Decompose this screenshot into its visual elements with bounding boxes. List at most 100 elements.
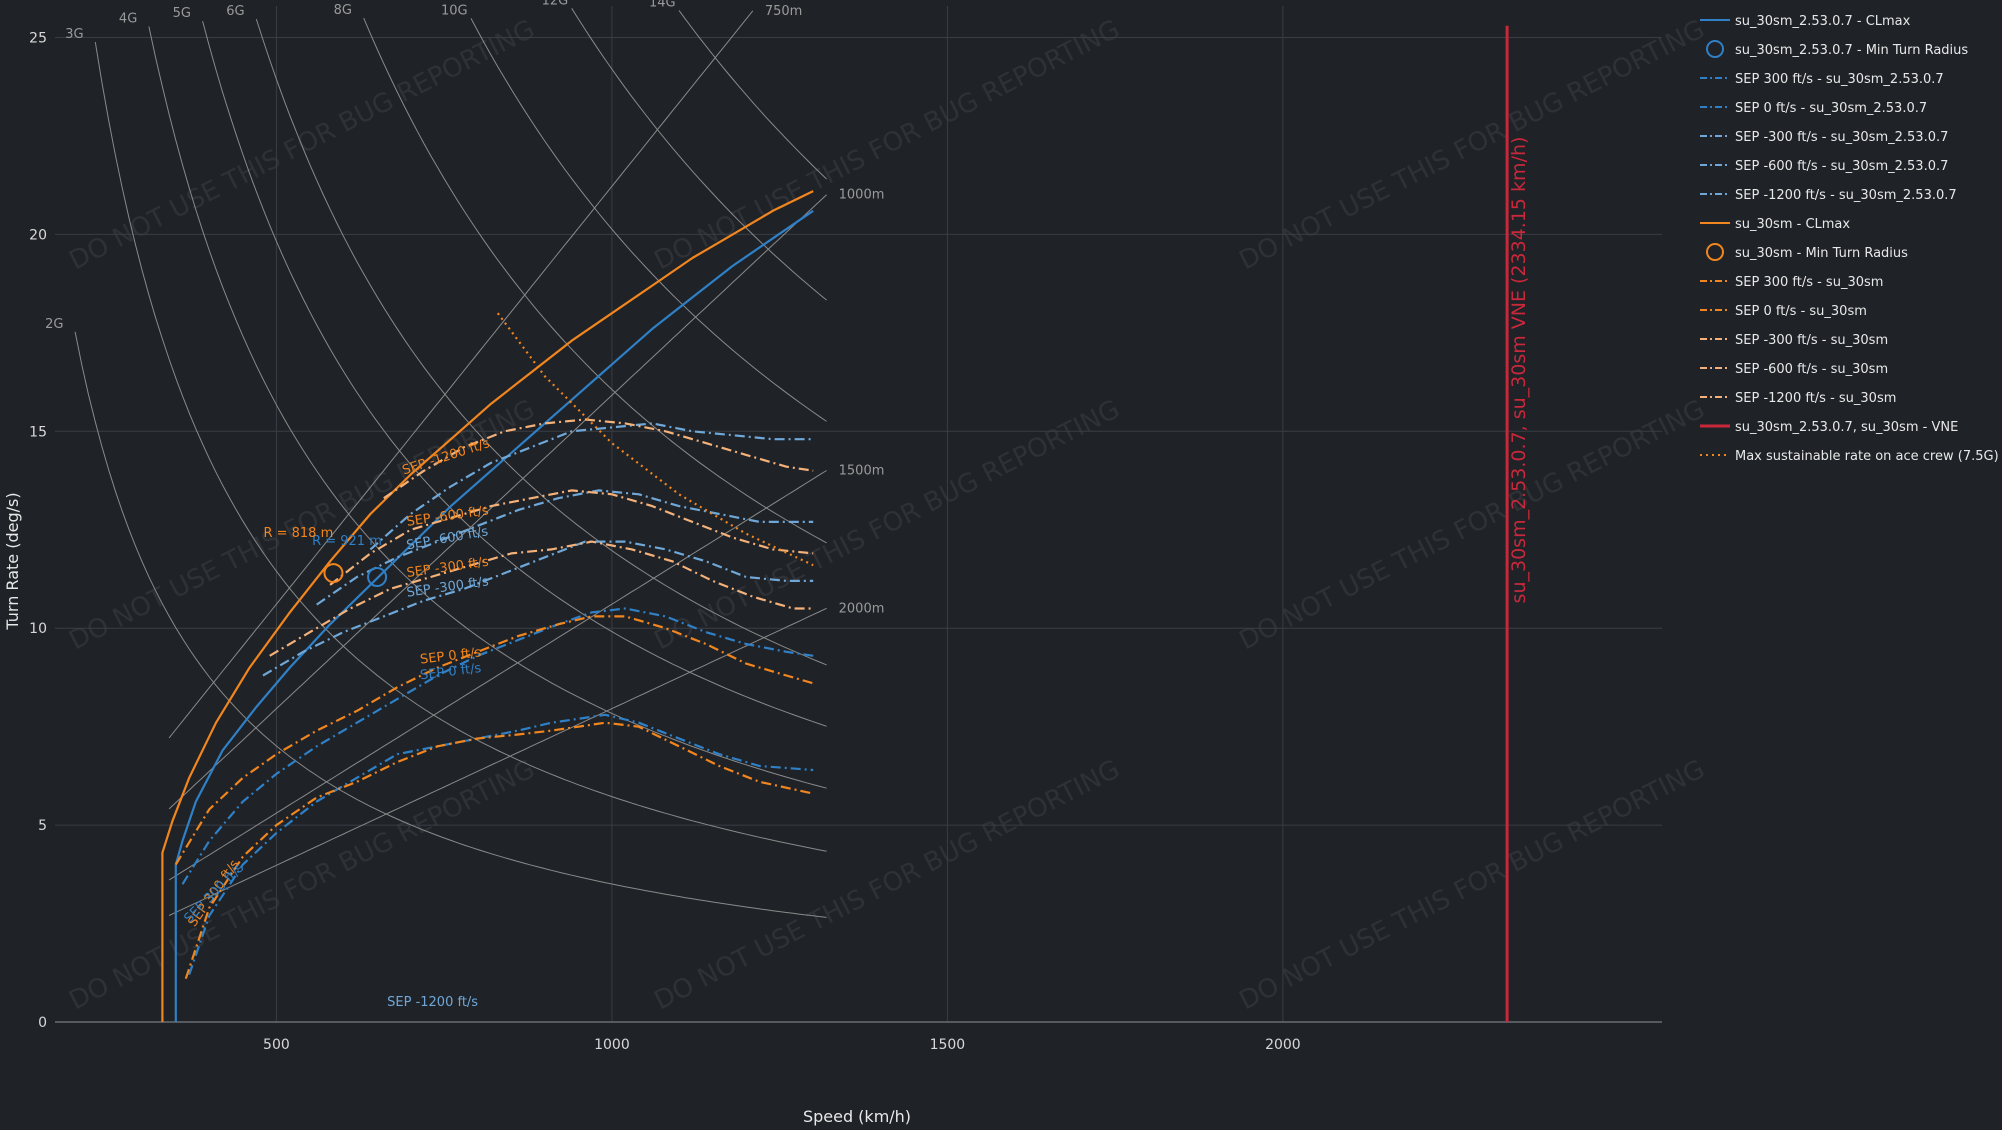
legend-item[interactable]: SEP 0 ft/s - su_30sm [1700, 304, 1867, 319]
legend-item[interactable]: SEP 0 ft/s - su_30sm_2.53.0.7 [1700, 101, 1927, 116]
radius-line-label: 2000m [839, 601, 885, 616]
watermarks: DO NOT USE THIS FOR BUG REPORTING DO NOT … [65, 14, 1710, 1016]
g-line-label: 5G [173, 6, 191, 21]
x-tick-label: 500 [263, 1037, 290, 1053]
g-load-lines: 2G 3G 4G 5G 6G 8G 10G 12G 14G [45, 0, 827, 918]
g-line [74, 331, 827, 918]
series-line [174, 209, 814, 1022]
radius-line-label: 1500m [839, 463, 885, 478]
legend-label: SEP -1200 ft/s - su_30sm [1735, 391, 1896, 406]
min-radius-label: R = 921 m [312, 534, 382, 549]
g-line [678, 10, 827, 180]
legend-label: SEP -600 ft/s - su_30sm [1735, 362, 1888, 377]
legend-label: su_30sm - CLmax [1735, 217, 1850, 232]
legend-label: su_30sm_2.53.0.7 - CLmax [1735, 14, 1911, 29]
radius-line [168, 470, 827, 881]
legend-item[interactable]: SEP 300 ft/s - su_30sm_2.53.0.7 [1700, 72, 1944, 87]
watermark-text: DO NOT USE THIS FOR BUG REPORTING [65, 754, 540, 1016]
legend-label: SEP 300 ft/s - su_30sm [1735, 275, 1883, 290]
legend-label: SEP 300 ft/s - su_30sm_2.53.0.7 [1735, 72, 1944, 87]
legend-item[interactable]: SEP 300 ft/s - su_30sm [1700, 275, 1883, 290]
radius-lines: 750m 1000m 1500m 2000m [168, 4, 885, 916]
x-tick-label: 1500 [930, 1037, 966, 1053]
legend-label: SEP -600 ft/s - su_30sm_2.53.0.7 [1735, 159, 1948, 174]
y-tick-label: 15 [29, 424, 47, 440]
legend-item[interactable]: SEP -600 ft/s - su_30sm [1700, 362, 1888, 377]
radius-line [168, 194, 827, 810]
legend-label: SEP -300 ft/s - su_30sm [1735, 333, 1888, 348]
x-axis-title: Speed (km/h) [803, 1107, 911, 1126]
min-radius-label: R = 818 m [263, 526, 333, 541]
series-lines [161, 190, 814, 1022]
radius-line-label: 750m [765, 4, 802, 19]
min-radius-marker [323, 563, 344, 584]
g-line [571, 8, 827, 301]
legend-item[interactable]: SEP -1200 ft/s - su_30sm [1700, 391, 1896, 406]
legend-item[interactable]: SEP -600 ft/s - su_30sm_2.53.0.7 [1700, 159, 1948, 174]
legend-item[interactable]: SEP -300 ft/s - su_30sm_2.53.0.7 [1700, 130, 1948, 145]
radius-line-label: 1000m [839, 188, 885, 203]
g-line-label: 10G [441, 3, 468, 18]
series-line [316, 489, 814, 606]
series-line [262, 540, 814, 677]
legend-item[interactable]: Max sustainable rate on ace crew (7.5G) [1700, 449, 1999, 464]
legend-item[interactable]: su_30sm - CLmax [1700, 217, 1850, 232]
y-tick-label: 20 [29, 227, 47, 243]
legend-label: SEP -300 ft/s - su_30sm_2.53.0.7 [1735, 130, 1948, 145]
legend-item[interactable]: su_30sm_2.53.0.7 - Min Turn Radius [1706, 40, 1968, 58]
y-axis-title: Turn Rate (deg/s) [3, 492, 22, 630]
series-line [188, 713, 814, 976]
vne-line: su_30sm_2.53.0.7, su_30sm VNE (2334.15 k… [1505, 25, 1530, 1022]
g-line [94, 42, 827, 852]
legend-item[interactable]: SEP -1200 ft/s - su_30sm_2.53.0.7 [1700, 188, 1957, 203]
series-line [184, 721, 814, 980]
series-line [496, 312, 814, 567]
sep-label: SEP -1200 ft/s [387, 995, 478, 1010]
g-line-label: 14G [649, 0, 676, 10]
radius-line [168, 10, 754, 739]
g-line [255, 18, 827, 666]
legend-label: SEP -1200 ft/s - su_30sm_2.53.0.7 [1735, 188, 1957, 203]
y-tick-label: 0 [38, 1015, 47, 1031]
watermark-text: DO NOT USE THIS FOR BUG REPORTING [1235, 394, 1710, 656]
legend-item[interactable]: su_30sm_2.53.0.7 - CLmax [1700, 14, 1911, 29]
legend-label: SEP 0 ft/s - su_30sm [1735, 304, 1867, 319]
g-line-label: 2G [45, 317, 63, 332]
legend-label: SEP 0 ft/s - su_30sm_2.53.0.7 [1735, 101, 1927, 116]
grid [55, 6, 1662, 1023]
legend-item[interactable]: su_30sm - Min Turn Radius [1706, 243, 1908, 261]
y-tick-label: 25 [29, 31, 47, 47]
legend-marker [1706, 243, 1724, 261]
x-tick-label: 2000 [1265, 1037, 1301, 1053]
series-line [181, 607, 814, 885]
legend-label: su_30sm - Min Turn Radius [1735, 246, 1908, 261]
g-line-label: 3G [65, 27, 83, 42]
watermark-text: DO NOT USE THIS FOR BUG REPORTING [1235, 754, 1710, 1016]
axes: 500 1000 1500 2000 0 5 10 15 20 25 [29, 31, 1301, 1053]
g-line-label: 4G [119, 11, 137, 26]
g-line [470, 18, 827, 422]
series-line [161, 190, 814, 1022]
series-line [269, 540, 814, 657]
x-tick-label: 1000 [594, 1037, 630, 1053]
series-line [383, 418, 814, 500]
sep-label: SEP 0 ft/s [419, 661, 482, 683]
series-line [329, 489, 814, 586]
min-radius-markers [323, 563, 388, 588]
sep-label: SEP 0 ft/s [419, 645, 482, 667]
y-tick-label: 10 [29, 621, 47, 637]
legend-item[interactable]: su_30sm_2.53.0.7, su_30sm - VNE [1700, 420, 1958, 435]
legend-marker [1706, 40, 1724, 58]
legend[interactable]: su_30sm_2.53.0.7 - CLmax su_30sm_2.53.0.7… [1700, 14, 1999, 464]
legend-item[interactable]: SEP -300 ft/s - su_30sm [1700, 333, 1888, 348]
legend-label: Max sustainable rate on ace crew (7.5G) [1735, 449, 1999, 464]
watermark-text: DO NOT USE THIS FOR BUG REPORTING [650, 754, 1125, 1016]
g-line-label: 8G [334, 3, 352, 18]
y-tick-label: 5 [38, 818, 47, 834]
legend-label: su_30sm_2.53.0.7, su_30sm - VNE [1735, 420, 1958, 435]
g-line-label: 12G [542, 0, 569, 8]
g-line-label: 6G [226, 4, 244, 19]
vne-label: su_30sm_2.53.0.7, su_30sm VNE (2334.15 k… [1508, 137, 1530, 604]
series-line [174, 615, 814, 866]
